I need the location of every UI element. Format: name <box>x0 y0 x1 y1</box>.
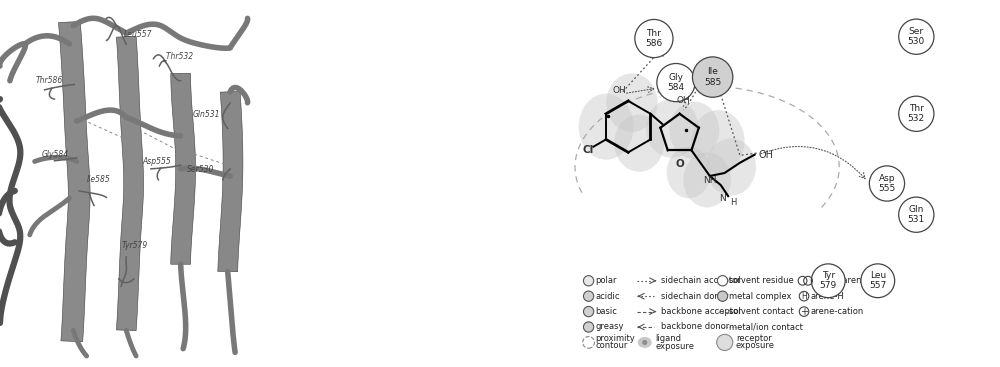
Text: O: O <box>675 159 684 168</box>
Text: Gly
584: Gly 584 <box>667 73 684 92</box>
Circle shape <box>899 96 934 131</box>
Ellipse shape <box>667 147 711 198</box>
Text: contour: contour <box>595 341 628 350</box>
Text: backbone donor: backbone donor <box>661 323 730 331</box>
Ellipse shape <box>692 110 745 172</box>
Circle shape <box>811 264 845 298</box>
Text: backbone acceptor: backbone acceptor <box>661 307 742 316</box>
Ellipse shape <box>614 115 664 172</box>
Text: N: N <box>720 194 726 203</box>
Text: H: H <box>730 198 736 207</box>
Circle shape <box>657 63 695 102</box>
Ellipse shape <box>579 94 634 160</box>
Polygon shape <box>58 22 90 342</box>
Polygon shape <box>218 91 243 272</box>
Text: metal complex: metal complex <box>729 292 792 301</box>
Circle shape <box>899 197 934 232</box>
Ellipse shape <box>646 99 699 158</box>
Text: Thr
532: Thr 532 <box>908 104 925 123</box>
Circle shape <box>861 264 895 298</box>
Text: polar: polar <box>595 276 617 285</box>
Text: greasy: greasy <box>595 323 624 331</box>
Text: OH: OH <box>612 86 626 95</box>
Text: OH: OH <box>676 95 690 105</box>
Text: ligand: ligand <box>656 334 682 343</box>
Circle shape <box>899 19 934 54</box>
Ellipse shape <box>706 138 756 196</box>
Text: exposure: exposure <box>736 341 775 350</box>
Text: sidechain donor: sidechain donor <box>661 292 729 301</box>
Text: Ile585: Ile585 <box>87 175 110 184</box>
Ellipse shape <box>642 340 647 345</box>
Text: Gln531: Gln531 <box>193 110 220 119</box>
Text: _Thr532: _Thr532 <box>162 51 193 61</box>
Text: Asp555: Asp555 <box>142 157 171 166</box>
Text: +: + <box>800 306 808 317</box>
Ellipse shape <box>683 152 731 207</box>
Text: Cl: Cl <box>583 145 594 155</box>
Text: Tyr
579: Tyr 579 <box>820 271 837 290</box>
Text: H: H <box>801 292 807 301</box>
Circle shape <box>869 166 905 201</box>
Circle shape <box>717 276 728 286</box>
Text: Ser
530: Ser 530 <box>908 27 925 46</box>
Text: exposure: exposure <box>656 342 695 350</box>
Polygon shape <box>171 73 196 264</box>
Ellipse shape <box>606 73 658 132</box>
Text: OH: OH <box>758 150 773 160</box>
Text: solvent residue: solvent residue <box>729 276 794 285</box>
Text: Asp
555: Asp 555 <box>878 174 896 193</box>
Circle shape <box>583 306 594 317</box>
Circle shape <box>635 19 673 58</box>
Circle shape <box>583 276 594 286</box>
Text: Gln
531: Gln 531 <box>908 205 925 224</box>
Circle shape <box>583 322 594 332</box>
Text: Ile
585: Ile 585 <box>704 68 721 87</box>
Circle shape <box>692 57 733 97</box>
Ellipse shape <box>669 102 719 159</box>
Text: Thr
586: Thr 586 <box>645 29 663 48</box>
Text: Leu557: Leu557 <box>124 29 152 39</box>
Circle shape <box>717 334 733 350</box>
Text: acidic: acidic <box>595 292 620 301</box>
Text: basic: basic <box>595 307 617 316</box>
Circle shape <box>717 291 728 301</box>
Text: Leu
557: Leu 557 <box>869 271 886 290</box>
Text: sidechain acceptor: sidechain acceptor <box>661 276 741 285</box>
Text: NH: NH <box>703 176 717 185</box>
Text: metal/ion contact: metal/ion contact <box>729 323 803 331</box>
Text: arene-arene: arene-arene <box>815 276 867 285</box>
Text: Thr586: Thr586 <box>36 76 63 85</box>
Text: Tyr579: Tyr579 <box>121 241 148 250</box>
Text: Gly584: Gly584 <box>42 149 69 159</box>
Circle shape <box>583 291 594 301</box>
Text: solvent contact: solvent contact <box>729 307 794 316</box>
Text: arene-H: arene-H <box>811 292 845 301</box>
Text: proximity: proximity <box>595 334 635 343</box>
Text: receptor: receptor <box>736 334 772 343</box>
Text: arene-cation: arene-cation <box>811 307 864 316</box>
Polygon shape <box>116 36 144 331</box>
Text: Ser530: Ser530 <box>186 164 214 174</box>
Ellipse shape <box>638 337 652 348</box>
